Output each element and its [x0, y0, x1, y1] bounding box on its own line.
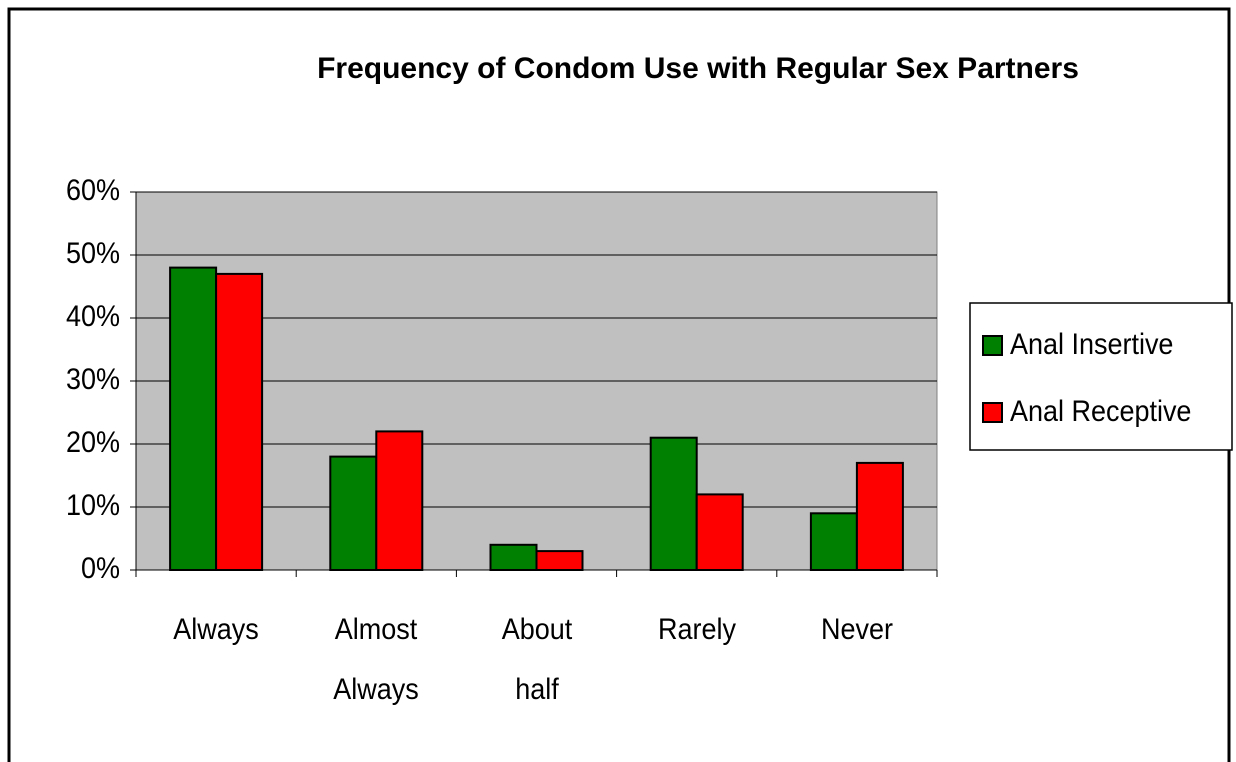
y-tick-label: 50% — [66, 237, 120, 271]
bar — [855, 461, 904, 571]
x-tick-label: Almost Always — [333, 613, 420, 706]
bar — [329, 455, 378, 572]
bar — [489, 543, 538, 571]
legend-marker — [982, 402, 1003, 423]
legend-label: Anal Insertive — [1010, 328, 1173, 362]
y-tick-label: 10% — [66, 489, 120, 523]
y-tick-label: 0% — [81, 552, 120, 586]
legend-label: Anal Receptive — [1010, 395, 1191, 429]
x-tick-label: About half — [501, 613, 572, 706]
y-tick-label: 40% — [66, 300, 120, 334]
chart-title: Frequency of Condom Use with Regular Sex… — [317, 52, 1079, 85]
y-tick-label: 30% — [66, 363, 120, 397]
x-tick-label: Rarely — [657, 613, 736, 646]
bar — [215, 272, 264, 571]
bar — [169, 266, 218, 571]
bar — [695, 493, 744, 571]
legend-box — [969, 302, 1233, 451]
x-tick-label: Never — [820, 613, 893, 646]
bar — [535, 550, 584, 571]
bar — [809, 512, 858, 571]
y-tick-label: 60% — [66, 174, 120, 208]
bar — [649, 436, 698, 572]
legend-marker — [982, 335, 1003, 356]
y-tick-label: 20% — [66, 426, 120, 460]
bar — [375, 430, 424, 571]
x-tick-label: Always — [173, 613, 259, 646]
